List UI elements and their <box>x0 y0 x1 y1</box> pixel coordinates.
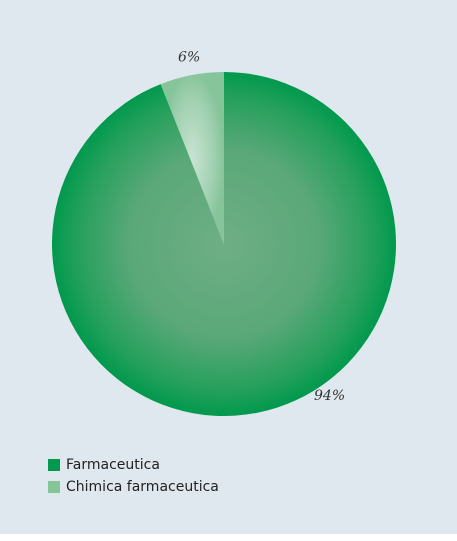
legend: Farmaceutica Chimica farmaceutica <box>48 454 219 498</box>
legend-label-farmaceutica: Farmaceutica <box>66 457 160 473</box>
legend-swatch-farmaceutica <box>48 459 60 471</box>
legend-item-farmaceutica: Farmaceutica <box>48 454 219 476</box>
pie-value-label-farmaceutica: 94% <box>314 388 345 404</box>
legend-swatch-chimica-farmaceutica <box>48 481 60 493</box>
legend-item-chimica-farmaceutica: Chimica farmaceutica <box>48 476 219 498</box>
pie-slice-chimica-farmaceutica <box>160 72 224 244</box>
legend-label-chimica-farmaceutica: Chimica farmaceutica <box>66 479 219 495</box>
pie-value-label-chimica-farmaceutica: 6% <box>178 49 200 65</box>
pie-slices <box>51 72 397 416</box>
pie-labels: 94% 6% <box>178 49 345 404</box>
